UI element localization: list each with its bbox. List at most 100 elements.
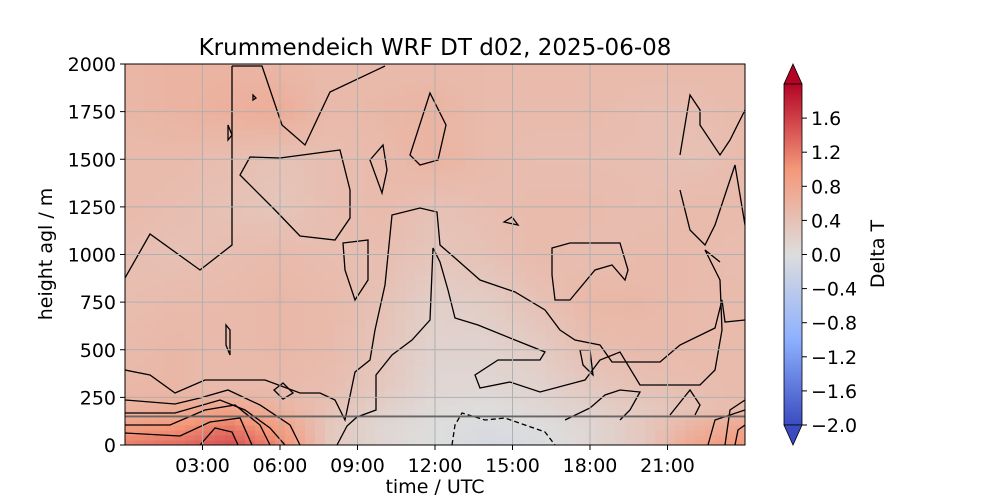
x-tick-label: 03:00 bbox=[175, 455, 230, 477]
heatmap-cell bbox=[365, 89, 376, 95]
heatmap-cell bbox=[245, 69, 256, 75]
heatmap-cell bbox=[405, 199, 416, 205]
heatmap-cell bbox=[265, 374, 276, 381]
heatmap-cell bbox=[135, 104, 146, 110]
heatmap-cell bbox=[385, 69, 396, 75]
heatmap-cell bbox=[385, 189, 396, 195]
heatmap-cell bbox=[655, 99, 666, 105]
heatmap-cell bbox=[645, 264, 656, 271]
heatmap-cell bbox=[415, 84, 426, 90]
heatmap-cell bbox=[515, 174, 526, 180]
heatmap-cell bbox=[185, 129, 196, 135]
heatmap-cell bbox=[515, 159, 526, 165]
heatmap-cell bbox=[555, 309, 566, 316]
heatmap-cell bbox=[635, 124, 646, 130]
heatmap-cell bbox=[505, 139, 516, 145]
heatmap-cell bbox=[415, 374, 426, 381]
heatmap-cell bbox=[715, 379, 726, 386]
heatmap-cell bbox=[685, 294, 696, 301]
colorbar-label: Delta T bbox=[867, 219, 889, 288]
heatmap-cell bbox=[315, 429, 326, 436]
heatmap-cell bbox=[155, 134, 166, 140]
heatmap-cell bbox=[715, 324, 726, 331]
heatmap-cell bbox=[425, 359, 436, 366]
heatmap-cell bbox=[365, 74, 376, 80]
heatmap-cell bbox=[355, 219, 366, 226]
heatmap-cell bbox=[465, 424, 476, 431]
heatmap-cell bbox=[135, 229, 146, 236]
heatmap-cell bbox=[255, 429, 266, 436]
heatmap-cell bbox=[225, 74, 236, 80]
heatmap-cell bbox=[675, 199, 686, 205]
heatmap-cell bbox=[145, 429, 156, 436]
heatmap-cell bbox=[295, 169, 306, 175]
heatmap-cell bbox=[325, 74, 336, 80]
heatmap-cell bbox=[435, 344, 446, 351]
heatmap-cell bbox=[265, 239, 276, 246]
heatmap-cell bbox=[375, 169, 386, 175]
heatmap-cell bbox=[565, 284, 576, 291]
heatmap-cell bbox=[455, 174, 466, 180]
heatmap-cell bbox=[575, 374, 586, 381]
heatmap-cell bbox=[335, 349, 346, 356]
heatmap-cell bbox=[415, 389, 426, 396]
heatmap-cell bbox=[555, 389, 566, 396]
heatmap-cell bbox=[575, 229, 586, 236]
heatmap-cell bbox=[415, 214, 426, 221]
heatmap-cell bbox=[435, 329, 446, 336]
heatmap-cell bbox=[725, 294, 736, 301]
heatmap-cell bbox=[575, 209, 586, 215]
heatmap-cell bbox=[395, 344, 406, 351]
heatmap-cell bbox=[505, 364, 516, 371]
heatmap-cell bbox=[495, 404, 506, 411]
heatmap-cell bbox=[595, 239, 606, 246]
heatmap-cell bbox=[345, 159, 356, 165]
heatmap-cell bbox=[315, 199, 326, 205]
heatmap-cell bbox=[705, 369, 716, 376]
heatmap-cell bbox=[595, 384, 606, 391]
heatmap-cell bbox=[495, 79, 506, 85]
heatmap-cell bbox=[195, 144, 206, 150]
heatmap-cell bbox=[545, 144, 556, 150]
heatmap-cell bbox=[615, 224, 626, 231]
heatmap-cell bbox=[575, 84, 586, 90]
heatmap-cell bbox=[545, 409, 556, 416]
heatmap-cell bbox=[315, 369, 326, 376]
heatmap-cell bbox=[665, 389, 676, 396]
heatmap-cell bbox=[515, 399, 526, 406]
heatmap-cell bbox=[445, 409, 456, 416]
heatmap-cell bbox=[715, 404, 726, 411]
heatmap-cell bbox=[415, 244, 426, 251]
heatmap-cell bbox=[535, 239, 546, 246]
heatmap-cell bbox=[355, 419, 366, 426]
heatmap-cell bbox=[625, 104, 636, 110]
heatmap-cell bbox=[145, 389, 156, 396]
heatmap-cell bbox=[735, 339, 745, 346]
heatmap-cell bbox=[415, 434, 426, 441]
heatmap-cell bbox=[445, 259, 456, 266]
y-tick-label: 2000 bbox=[68, 54, 116, 76]
heatmap-cell bbox=[725, 354, 736, 361]
heatmap-cell bbox=[125, 369, 136, 376]
heatmap-cell bbox=[215, 104, 226, 110]
heatmap-cell bbox=[435, 139, 446, 145]
heatmap-cell bbox=[305, 114, 316, 120]
heatmap-cell bbox=[235, 89, 246, 95]
heatmap-cell bbox=[395, 229, 406, 236]
heatmap-cell bbox=[235, 154, 246, 160]
heatmap-cell bbox=[645, 284, 656, 291]
heatmap-cell bbox=[485, 384, 496, 391]
heatmap-cell bbox=[555, 369, 566, 376]
heatmap-cell bbox=[405, 384, 416, 391]
heatmap-cell bbox=[685, 324, 696, 331]
heatmap-cell bbox=[285, 349, 296, 356]
heatmap-cell bbox=[595, 79, 606, 85]
heatmap-cell bbox=[165, 339, 176, 346]
heatmap-cell bbox=[215, 429, 226, 436]
heatmap-cell bbox=[505, 219, 516, 226]
heatmap-cell bbox=[305, 399, 316, 406]
heatmap-cell bbox=[125, 289, 136, 296]
heatmap-cell bbox=[325, 214, 336, 221]
heatmap-cell bbox=[415, 419, 426, 426]
heatmap-cell bbox=[515, 364, 526, 371]
